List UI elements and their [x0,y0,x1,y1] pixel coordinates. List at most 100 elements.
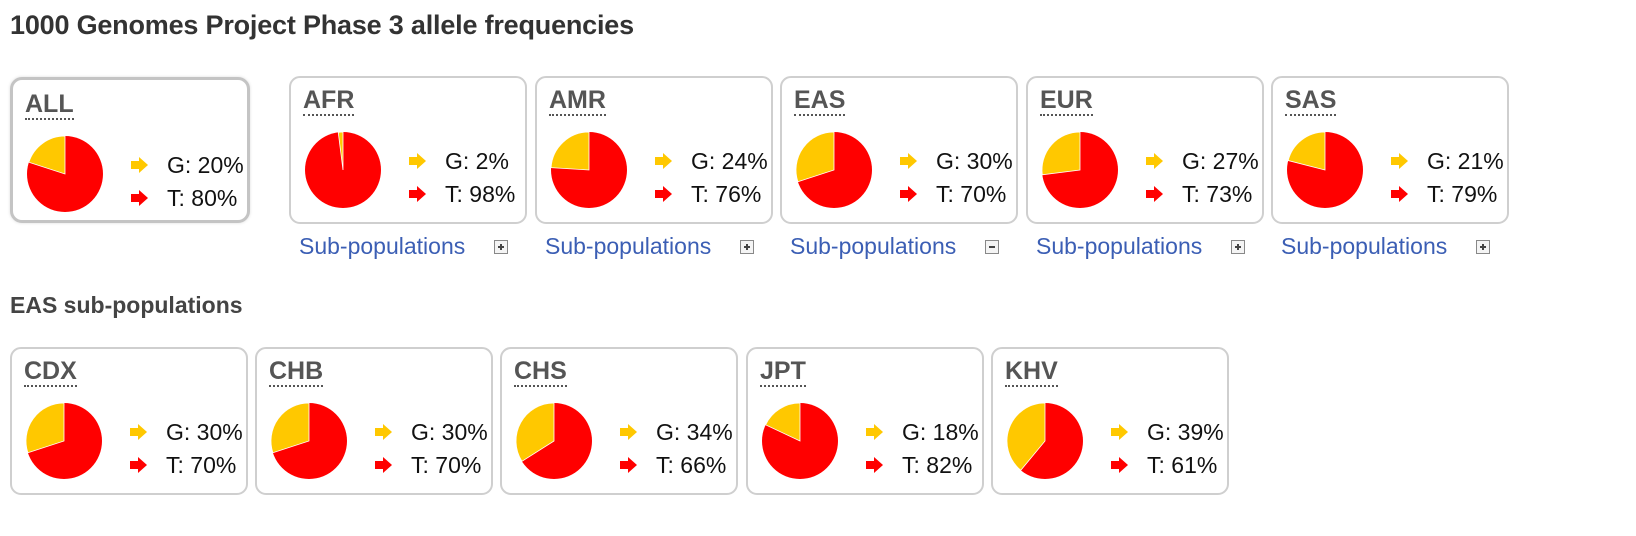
population-card-jpt[interactable]: JPT G: 18% T: 82% [746,347,984,495]
pie-slice-g [1041,131,1081,176]
expand-toggle-icon[interactable] [494,240,508,254]
population-card-chb[interactable]: CHB G: 30% T: 70% [255,347,493,495]
allele-g-frequency: G: 18% [902,419,979,445]
allele-pie-chart [25,402,102,479]
population-card-afr[interactable]: AFR G: 2% T: 98% [289,76,527,224]
allele-t-frequency: T: 76% [691,181,762,207]
allele-t-arrow-icon [620,457,637,473]
allele-g-frequency: G: 30% [166,419,243,445]
population-card-eas[interactable]: EAS G: 30% T: 70% [780,76,1018,224]
allele-t-frequency: T: 73% [1182,181,1253,207]
population-card-chs[interactable]: CHS G: 34% T: 66% [500,347,738,495]
pie-slice-g [515,402,555,462]
expand-toggle-icon[interactable] [740,240,754,254]
allele-pie-chart [1041,131,1118,208]
page-title: 1000 Genomes Project Phase 3 allele freq… [10,10,634,40]
population-name[interactable]: CHB [269,357,324,387]
allele-t-arrow-icon [866,457,883,473]
expand-toggle-icon[interactable] [1476,240,1490,254]
allele-t-frequency: T: 79% [1427,181,1498,207]
allele-g-arrow-icon [655,153,672,169]
subpopulations-link-sas[interactable]: Sub-populations [1281,233,1448,259]
allele-t-frequency: T: 70% [936,181,1007,207]
subpopulations-link-eur[interactable]: Sub-populations [1036,233,1203,259]
allele-g-frequency: G: 20% [167,152,244,178]
allele-g-frequency: G: 24% [691,148,768,174]
allele-t-frequency: T: 70% [166,452,237,478]
allele-t-frequency: T: 70% [411,452,482,478]
population-name[interactable]: KHV [1005,357,1058,387]
pie-slice-g [270,402,310,454]
expand-toggle-icon[interactable] [1231,240,1245,254]
allele-g-frequency: G: 39% [1147,419,1224,445]
allele-g-frequency: G: 30% [936,148,1013,174]
allele-pie-chart [1287,131,1363,208]
population-card-all[interactable]: ALL G: 20% T: 80% [10,77,250,223]
allele-g-arrow-icon [375,424,392,440]
allele-t-frequency: T: 82% [902,452,973,478]
pie-slice-g [25,402,65,454]
allele-pie-chart [515,402,592,479]
allele-t-arrow-icon [1146,186,1163,202]
allele-g-arrow-icon [1146,153,1163,169]
population-name[interactable]: JPT [760,357,806,387]
subpop-section-title: EAS sub-populations [10,292,243,318]
allele-t-frequency: T: 66% [656,452,727,478]
subpopulations-link-afr[interactable]: Sub-populations [299,233,466,259]
population-name[interactable]: AMR [549,86,606,116]
population-name[interactable]: AFR [303,86,355,116]
pie-slice-g [765,402,801,442]
allele-g-arrow-icon [1111,424,1128,440]
allele-g-frequency: G: 21% [1427,148,1504,174]
allele-g-frequency: G: 27% [1182,148,1259,174]
pie-slice-g [1287,131,1326,171]
pie-slice-g [337,131,344,171]
population-name[interactable]: CHS [514,357,567,387]
population-name[interactable]: SAS [1285,86,1337,116]
allele-t-arrow-icon [375,457,392,473]
collapse-toggle-icon[interactable] [985,240,999,254]
population-card-amr[interactable]: AMR G: 24% T: 76% [535,76,773,224]
pie-slice-g [28,135,66,175]
allele-t-arrow-icon [900,186,917,202]
allele-t-frequency: T: 80% [167,185,238,211]
allele-g-arrow-icon [131,157,148,173]
population-card-eur[interactable]: EUR G: 27% T: 73% [1026,76,1264,224]
allele-pie-chart [550,131,627,208]
allele-g-frequency: G: 30% [411,419,488,445]
pie-slice-g [550,131,590,171]
pie-slice-g [795,131,835,183]
allele-t-arrow-icon [130,457,147,473]
allele-g-arrow-icon [620,424,637,440]
allele-pie-chart [795,131,872,208]
allele-t-arrow-icon [1391,186,1408,202]
population-name[interactable]: CDX [24,357,77,387]
pie-slice-g [1006,402,1046,471]
allele-g-arrow-icon [900,153,917,169]
population-card-khv[interactable]: KHV G: 39% T: 61% [991,347,1229,495]
allele-pie-chart [270,402,347,479]
allele-g-arrow-icon [409,153,426,169]
allele-g-frequency: G: 2% [445,148,509,174]
allele-g-frequency: G: 34% [656,419,733,445]
allele-t-arrow-icon [1111,457,1128,473]
subpopulations-link-eas[interactable]: Sub-populations [790,233,957,259]
population-card-cdx[interactable]: CDX G: 30% T: 70% [10,347,248,495]
allele-t-arrow-icon [655,186,672,202]
allele-t-frequency: T: 61% [1147,452,1218,478]
population-name[interactable]: EAS [794,86,846,116]
allele-pie-chart [305,131,381,208]
allele-g-arrow-icon [130,424,147,440]
allele-t-frequency: T: 98% [445,181,516,207]
allele-g-arrow-icon [1391,153,1408,169]
allele-pie-chart [762,402,838,479]
allele-pie-chart [1006,402,1083,479]
allele-pie-chart [27,135,103,212]
allele-t-arrow-icon [409,186,426,202]
subpopulations-link-amr[interactable]: Sub-populations [545,233,712,259]
population-card-sas[interactable]: SAS G: 21% T: 79% [1271,76,1509,224]
population-name[interactable]: EUR [1040,86,1093,116]
population-name[interactable]: ALL [25,90,74,120]
